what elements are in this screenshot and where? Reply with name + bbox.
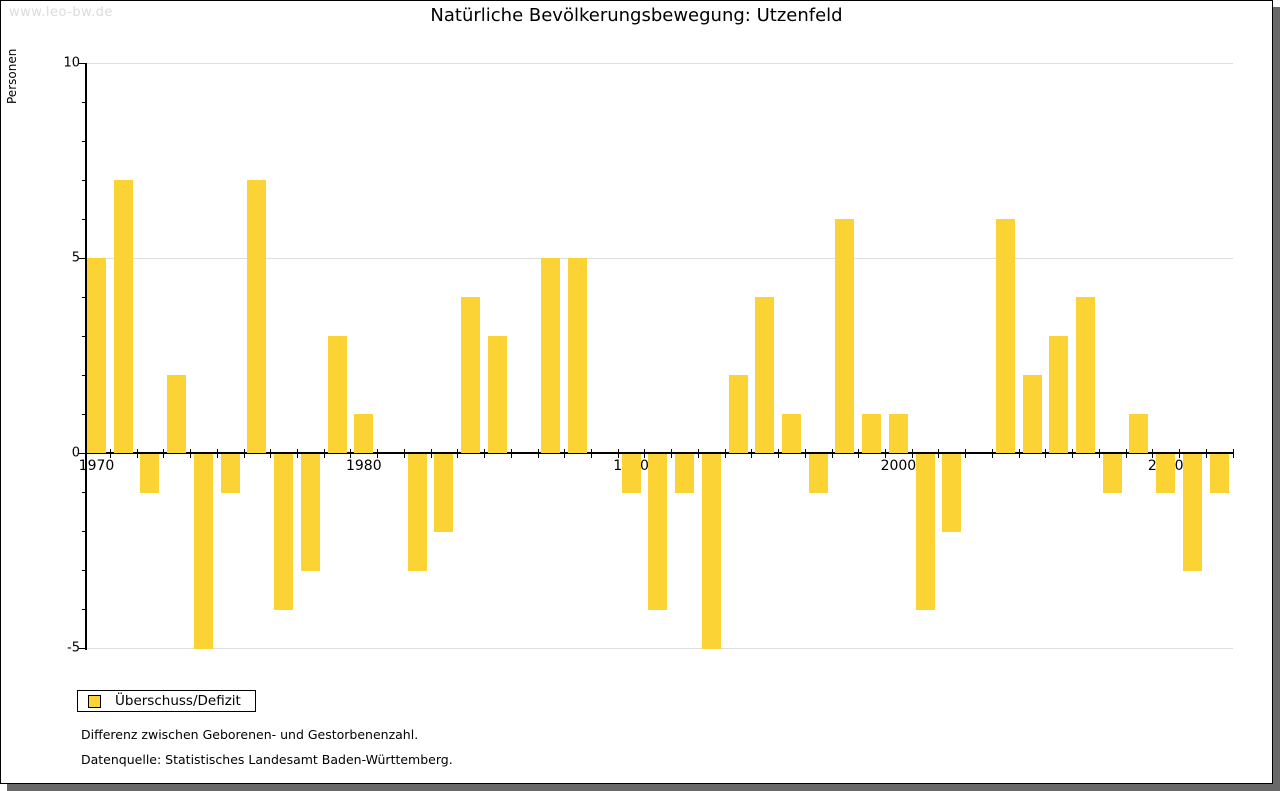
y-minor-tick — [82, 531, 86, 532]
bar-1995 — [755, 297, 775, 453]
x-tick-label-1980: 1980 — [345, 458, 382, 474]
bar-1993 — [701, 454, 721, 649]
bar-1978 — [300, 454, 320, 571]
bar-1985 — [487, 336, 507, 453]
y-tick-label-10: 10 — [63, 55, 80, 71]
y-minor-tick — [82, 102, 86, 103]
y-tick-label--5: -5 — [67, 640, 80, 656]
bar-1984 — [461, 297, 481, 453]
bar-1980 — [354, 414, 374, 453]
legend-swatch-icon — [88, 694, 101, 708]
bar-1975 — [220, 454, 240, 493]
bar-1996 — [781, 414, 801, 453]
bar-1979 — [327, 336, 347, 453]
x-tick-label-2000: 2000 — [880, 458, 917, 474]
bar-1987 — [541, 258, 561, 453]
bar-1976 — [247, 180, 267, 453]
y-minor-tick — [82, 219, 86, 220]
bar-1998 — [835, 219, 855, 453]
y-minor-tick — [82, 609, 86, 610]
bar-1977 — [274, 454, 294, 610]
y-gridline--5 — [86, 648, 1233, 649]
y-minor-tick — [82, 180, 86, 181]
y-tick-label-0: 0 — [71, 445, 80, 461]
bar-2011 — [1182, 454, 1202, 571]
bar-1972 — [140, 454, 160, 493]
bar-2004 — [995, 219, 1015, 453]
bar-2007 — [1076, 297, 1095, 453]
y-minor-tick — [82, 297, 86, 298]
bar-1992 — [675, 454, 695, 493]
chart-title: Natürliche Bevölkerungsbewegung: Utzenfe… — [430, 5, 843, 26]
bar-1997 — [808, 454, 828, 493]
y-minor-tick — [82, 570, 86, 571]
bar-2009 — [1129, 414, 1149, 453]
y-minor-tick — [82, 336, 86, 337]
y-minor-tick — [82, 141, 86, 142]
y-major-tick — [79, 453, 86, 454]
bar-2001 — [915, 454, 935, 610]
bar-2000 — [888, 414, 908, 453]
bar-1990 — [621, 454, 641, 493]
note-difference: Differenz zwischen Geborenen- und Gestor… — [81, 727, 419, 742]
bar-2005 — [1022, 375, 1042, 453]
bar-2010 — [1156, 454, 1176, 493]
y-tick-label-5: 5 — [71, 250, 80, 266]
y-gridline-10 — [86, 63, 1233, 64]
legend: Überschuss/Defizit — [77, 690, 256, 712]
bar-2002 — [942, 454, 962, 532]
legend-label: Überschuss/Defizit — [115, 693, 241, 709]
bar-1983 — [434, 454, 454, 532]
bar-2012 — [1209, 454, 1229, 493]
y-major-tick — [79, 63, 86, 64]
bar-1974 — [193, 454, 213, 649]
bar-1982 — [407, 454, 427, 571]
y-gridline-5 — [86, 258, 1233, 259]
note-datasource: Datenquelle: Statistisches Landesamt Bad… — [81, 752, 453, 767]
bar-1970 — [87, 258, 106, 453]
y-minor-tick — [82, 375, 86, 376]
bar-2008 — [1102, 454, 1122, 493]
y-major-tick — [79, 648, 86, 649]
bar-2006 — [1049, 336, 1069, 453]
y-major-tick — [79, 258, 86, 259]
bar-1999 — [862, 414, 882, 453]
bar-1988 — [568, 258, 588, 453]
bar-1991 — [648, 454, 668, 610]
bar-1971 — [113, 180, 133, 453]
y-minor-tick — [82, 492, 86, 493]
watermark-text: www.leo-bw.de — [9, 5, 113, 20]
x-axis-line — [85, 452, 1234, 454]
x-tick-label-1970: 1970 — [78, 458, 115, 474]
bar-1994 — [728, 375, 748, 453]
y-axis-line — [85, 63, 87, 650]
bar-1973 — [167, 375, 187, 453]
y-minor-tick — [82, 414, 86, 415]
